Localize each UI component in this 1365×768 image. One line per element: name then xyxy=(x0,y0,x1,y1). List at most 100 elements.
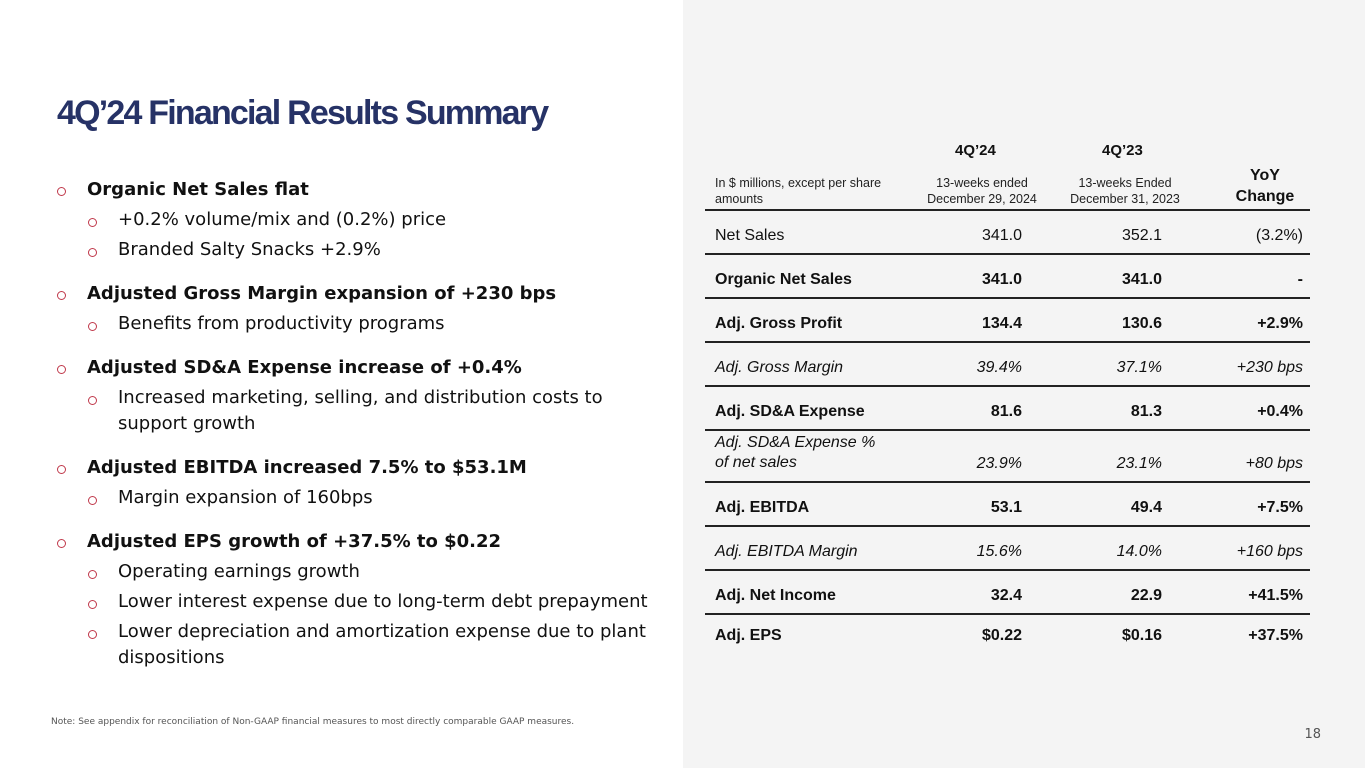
summary-bullets: Organic Net Sales flat +0.2% volume/mix a… xyxy=(57,176,657,671)
row-label: Adj. SD&A Expense xyxy=(715,403,865,420)
value-4q23: 341.0 xyxy=(1121,271,1162,288)
table-header: In $ millions, except per share amounts … xyxy=(705,140,1310,211)
value-4q24: 341.0 xyxy=(981,271,1022,288)
bullet-item: Adjusted EPS growth of +37.5% to $0.22 xyxy=(57,528,657,555)
value-4q24: 134.4 xyxy=(981,315,1022,332)
row-label: Adj. Gross Profit xyxy=(715,315,843,332)
table-row: Adj. Net Income 32.4 22.9 +41.5% xyxy=(705,571,1310,615)
value-yoy: (3.2%) xyxy=(1255,227,1303,244)
value-4q24: 23.9% xyxy=(976,455,1022,472)
value-yoy: +230 bps xyxy=(1236,359,1303,376)
sub-bullet-item: Benefits from productivity programs xyxy=(57,311,657,337)
value-4q24: 341.0 xyxy=(981,227,1022,244)
value-4q23: 130.6 xyxy=(1121,315,1162,332)
table-panel xyxy=(683,0,1365,768)
row-label: Adj. SD&A Expense % of net sales xyxy=(715,434,876,471)
value-4q24: 53.1 xyxy=(990,499,1022,516)
sub-bullet-text: Operating earnings growth xyxy=(118,561,360,582)
value-4q23: $0.16 xyxy=(1121,627,1162,644)
table-row: Net Sales 341.0 352.1 (3.2%) xyxy=(705,211,1310,255)
bullet-text: Adjusted Gross Margin expansion of +230 … xyxy=(87,283,557,304)
table-row: Adj. Gross Margin 39.4% 37.1% +230 bps xyxy=(705,343,1310,387)
bullet-circle-icon xyxy=(88,218,97,227)
bullet-item: Organic Net Sales flat xyxy=(57,176,657,203)
table-row: Adj. EPS $0.22 $0.16 +37.5% xyxy=(705,615,1310,667)
bullet-circle-icon xyxy=(88,248,97,257)
value-yoy: +80 bps xyxy=(1245,455,1303,472)
bullet-circle-icon xyxy=(88,630,97,639)
financial-table: In $ millions, except per share amounts … xyxy=(705,140,1310,667)
row-label: Net Sales xyxy=(715,227,785,244)
bullet-item: Adjusted EBITDA increased 7.5% to $53.1M xyxy=(57,454,657,481)
bullet-item: Adjusted Gross Margin expansion of +230 … xyxy=(57,280,657,307)
value-4q24: 15.6% xyxy=(976,543,1022,560)
sub-bullet-item: Lower depreciation and amortization expe… xyxy=(57,619,657,671)
row-label: Adj. EBITDA xyxy=(715,499,810,516)
sub-bullet-item: Operating earnings growth xyxy=(57,559,657,585)
page-number: 18 xyxy=(1304,727,1321,742)
value-4q23: 23.1% xyxy=(1116,455,1162,472)
bullet-text: Adjusted SD&A Expense increase of +0.4% xyxy=(87,357,522,378)
sub-bullet-item: Branded Salty Snacks +2.9% xyxy=(57,237,657,263)
value-4q24: $0.22 xyxy=(981,627,1022,644)
bullet-circle-icon xyxy=(88,322,97,331)
sub-bullet-item: Increased marketing, selling, and distri… xyxy=(57,385,657,437)
bullet-text: Organic Net Sales flat xyxy=(87,179,309,200)
table-row: Adj. SD&A Expense % of net sales 23.9% 23.… xyxy=(705,431,1310,483)
row-label: Adj. Gross Margin xyxy=(715,359,844,376)
value-yoy: +41.5% xyxy=(1248,587,1303,604)
bullet-circle-icon xyxy=(57,365,66,374)
value-yoy: +0.4% xyxy=(1257,403,1303,420)
sub-bullet-item: +0.2% volume/mix and (0.2%) price xyxy=(57,207,657,233)
bullet-circle-icon xyxy=(57,465,66,474)
col2-subtitle: 13-weeks Ended December 31, 2023 xyxy=(1070,176,1180,206)
value-4q24: 81.6 xyxy=(990,403,1022,420)
value-yoy: +7.5% xyxy=(1257,499,1303,516)
value-yoy: +2.9% xyxy=(1257,315,1303,332)
sub-bullet-item: Margin expansion of 160bps xyxy=(57,485,657,511)
value-4q23: 14.0% xyxy=(1116,543,1162,560)
value-yoy: +37.5% xyxy=(1248,627,1303,644)
col2-period: 4Q’23 xyxy=(1102,142,1143,159)
table-row: Organic Net Sales 341.0 341.0 - xyxy=(705,255,1310,299)
value-4q23: 37.1% xyxy=(1116,359,1162,376)
table-row: Adj. EBITDA 53.1 49.4 +7.5% xyxy=(705,483,1310,527)
table-row: Adj. Gross Profit 134.4 130.6 +2.9% xyxy=(705,299,1310,343)
sub-bullet-text: Margin expansion of 160bps xyxy=(118,487,373,508)
bullet-circle-icon xyxy=(88,496,97,505)
footnote: Note: See appendix for reconciliation of… xyxy=(51,717,575,727)
sub-bullet-text: Benefits from productivity programs xyxy=(118,313,445,334)
table-row: Adj. EBITDA Margin 15.6% 14.0% +160 bps xyxy=(705,527,1310,571)
units-label: In $ millions, except per share amounts xyxy=(715,176,882,206)
col1-period: 4Q’24 xyxy=(955,142,996,159)
bullet-item: Adjusted SD&A Expense increase of +0.4% xyxy=(57,354,657,381)
yoy-header: YoY Change xyxy=(1235,167,1295,205)
col1-subtitle: 13-weeks ended December 29, 2024 xyxy=(927,176,1037,206)
bullet-circle-icon xyxy=(88,600,97,609)
value-yoy: +160 bps xyxy=(1236,543,1303,560)
row-label: Adj. EBITDA Margin xyxy=(715,543,858,560)
sub-bullet-text: Lower interest expense due to long-term … xyxy=(118,591,648,612)
page-title: 4Q’24 Financial Results Summary xyxy=(57,94,549,132)
sub-bullet-item: Lower interest expense due to long-term … xyxy=(57,589,657,615)
bullet-circle-icon xyxy=(57,539,66,548)
row-label: Organic Net Sales xyxy=(715,271,852,288)
sub-bullet-text: Lower depreciation and amortization expe… xyxy=(118,621,646,668)
value-yoy: - xyxy=(1297,271,1303,288)
bullet-circle-icon xyxy=(57,187,66,196)
table-row: Adj. SD&A Expense 81.6 81.3 +0.4% xyxy=(705,387,1310,431)
sub-bullet-text: Increased marketing, selling, and distri… xyxy=(118,387,603,434)
bullet-circle-icon xyxy=(88,396,97,405)
sub-bullet-text: Branded Salty Snacks +2.9% xyxy=(118,239,381,260)
bullet-circle-icon xyxy=(57,291,66,300)
value-4q23: 352.1 xyxy=(1121,227,1162,244)
value-4q23: 81.3 xyxy=(1130,403,1162,420)
bullet-text: Adjusted EBITDA increased 7.5% to $53.1M xyxy=(87,457,527,478)
bullet-circle-icon xyxy=(88,570,97,579)
sub-bullet-text: +0.2% volume/mix and (0.2%) price xyxy=(118,209,447,230)
value-4q24: 32.4 xyxy=(990,587,1022,604)
value-4q23: 49.4 xyxy=(1130,499,1162,516)
row-label: Adj. Net Income xyxy=(715,587,836,604)
value-4q23: 22.9 xyxy=(1130,587,1162,604)
value-4q24: 39.4% xyxy=(976,359,1022,376)
